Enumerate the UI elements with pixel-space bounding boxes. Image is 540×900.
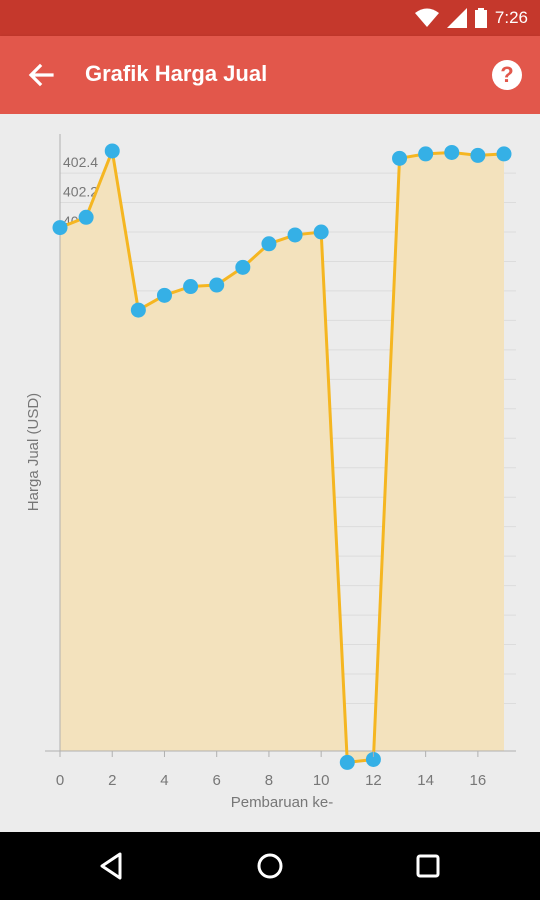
battery-icon xyxy=(474,8,487,28)
x-tick-label: 14 xyxy=(417,772,434,789)
x-tick-label: 10 xyxy=(313,772,330,789)
price-chart: 398.8399.0399.2399.4399.6399.8400.0400.2… xyxy=(25,134,516,811)
x-tick-label: 4 xyxy=(160,772,168,789)
data-point xyxy=(261,236,277,252)
data-point xyxy=(365,751,381,767)
data-point xyxy=(78,209,94,225)
data-point xyxy=(104,143,120,159)
x-tick-label: 12 xyxy=(365,772,382,789)
status-time: 7:26 xyxy=(494,8,528,27)
data-point xyxy=(418,146,434,162)
x-tick-label: 8 xyxy=(265,772,273,789)
recents-square-icon[interactable] xyxy=(412,850,444,882)
back-triangle-icon[interactable] xyxy=(96,850,128,882)
status-icons: 7:26 xyxy=(414,0,528,36)
data-point xyxy=(470,147,486,163)
x-tick-label: 16 xyxy=(470,772,487,789)
data-point xyxy=(183,279,199,295)
y-axis-label: Harga Jual (USD) xyxy=(25,393,42,511)
y-tick-label: 402.4 xyxy=(63,154,98,170)
arrow-back-icon[interactable] xyxy=(22,58,58,94)
data-point xyxy=(339,754,355,770)
data-point xyxy=(209,277,225,293)
help-icon[interactable]: ? xyxy=(492,60,522,90)
status-bar: 7:26 xyxy=(0,0,540,36)
x-tick-label: 0 xyxy=(56,772,64,789)
x-tick-label: 2 xyxy=(108,772,116,789)
data-point xyxy=(52,220,68,236)
navigation-bar xyxy=(0,832,540,900)
data-point xyxy=(287,227,303,243)
data-point xyxy=(392,150,408,166)
x-axis-label: Pembaruan ke- xyxy=(231,794,334,811)
x-tick-label: 6 xyxy=(213,772,221,789)
data-point xyxy=(235,259,251,275)
area-fill xyxy=(60,150,504,763)
home-circle-icon[interactable] xyxy=(254,850,286,882)
data-point xyxy=(313,224,329,240)
chart-area: 398.8399.0399.2399.4399.6399.8400.0400.2… xyxy=(0,114,540,832)
page-title: Grafik Harga Jual xyxy=(85,61,268,86)
app-bar: Grafik Harga Jual ? xyxy=(0,36,540,114)
data-point xyxy=(496,146,512,162)
y-tick-label: 402.2 xyxy=(63,184,98,200)
signal-icon xyxy=(446,8,467,28)
data-point xyxy=(130,302,146,318)
wifi-icon xyxy=(414,8,439,27)
data-point xyxy=(444,144,460,160)
data-point xyxy=(156,287,172,303)
